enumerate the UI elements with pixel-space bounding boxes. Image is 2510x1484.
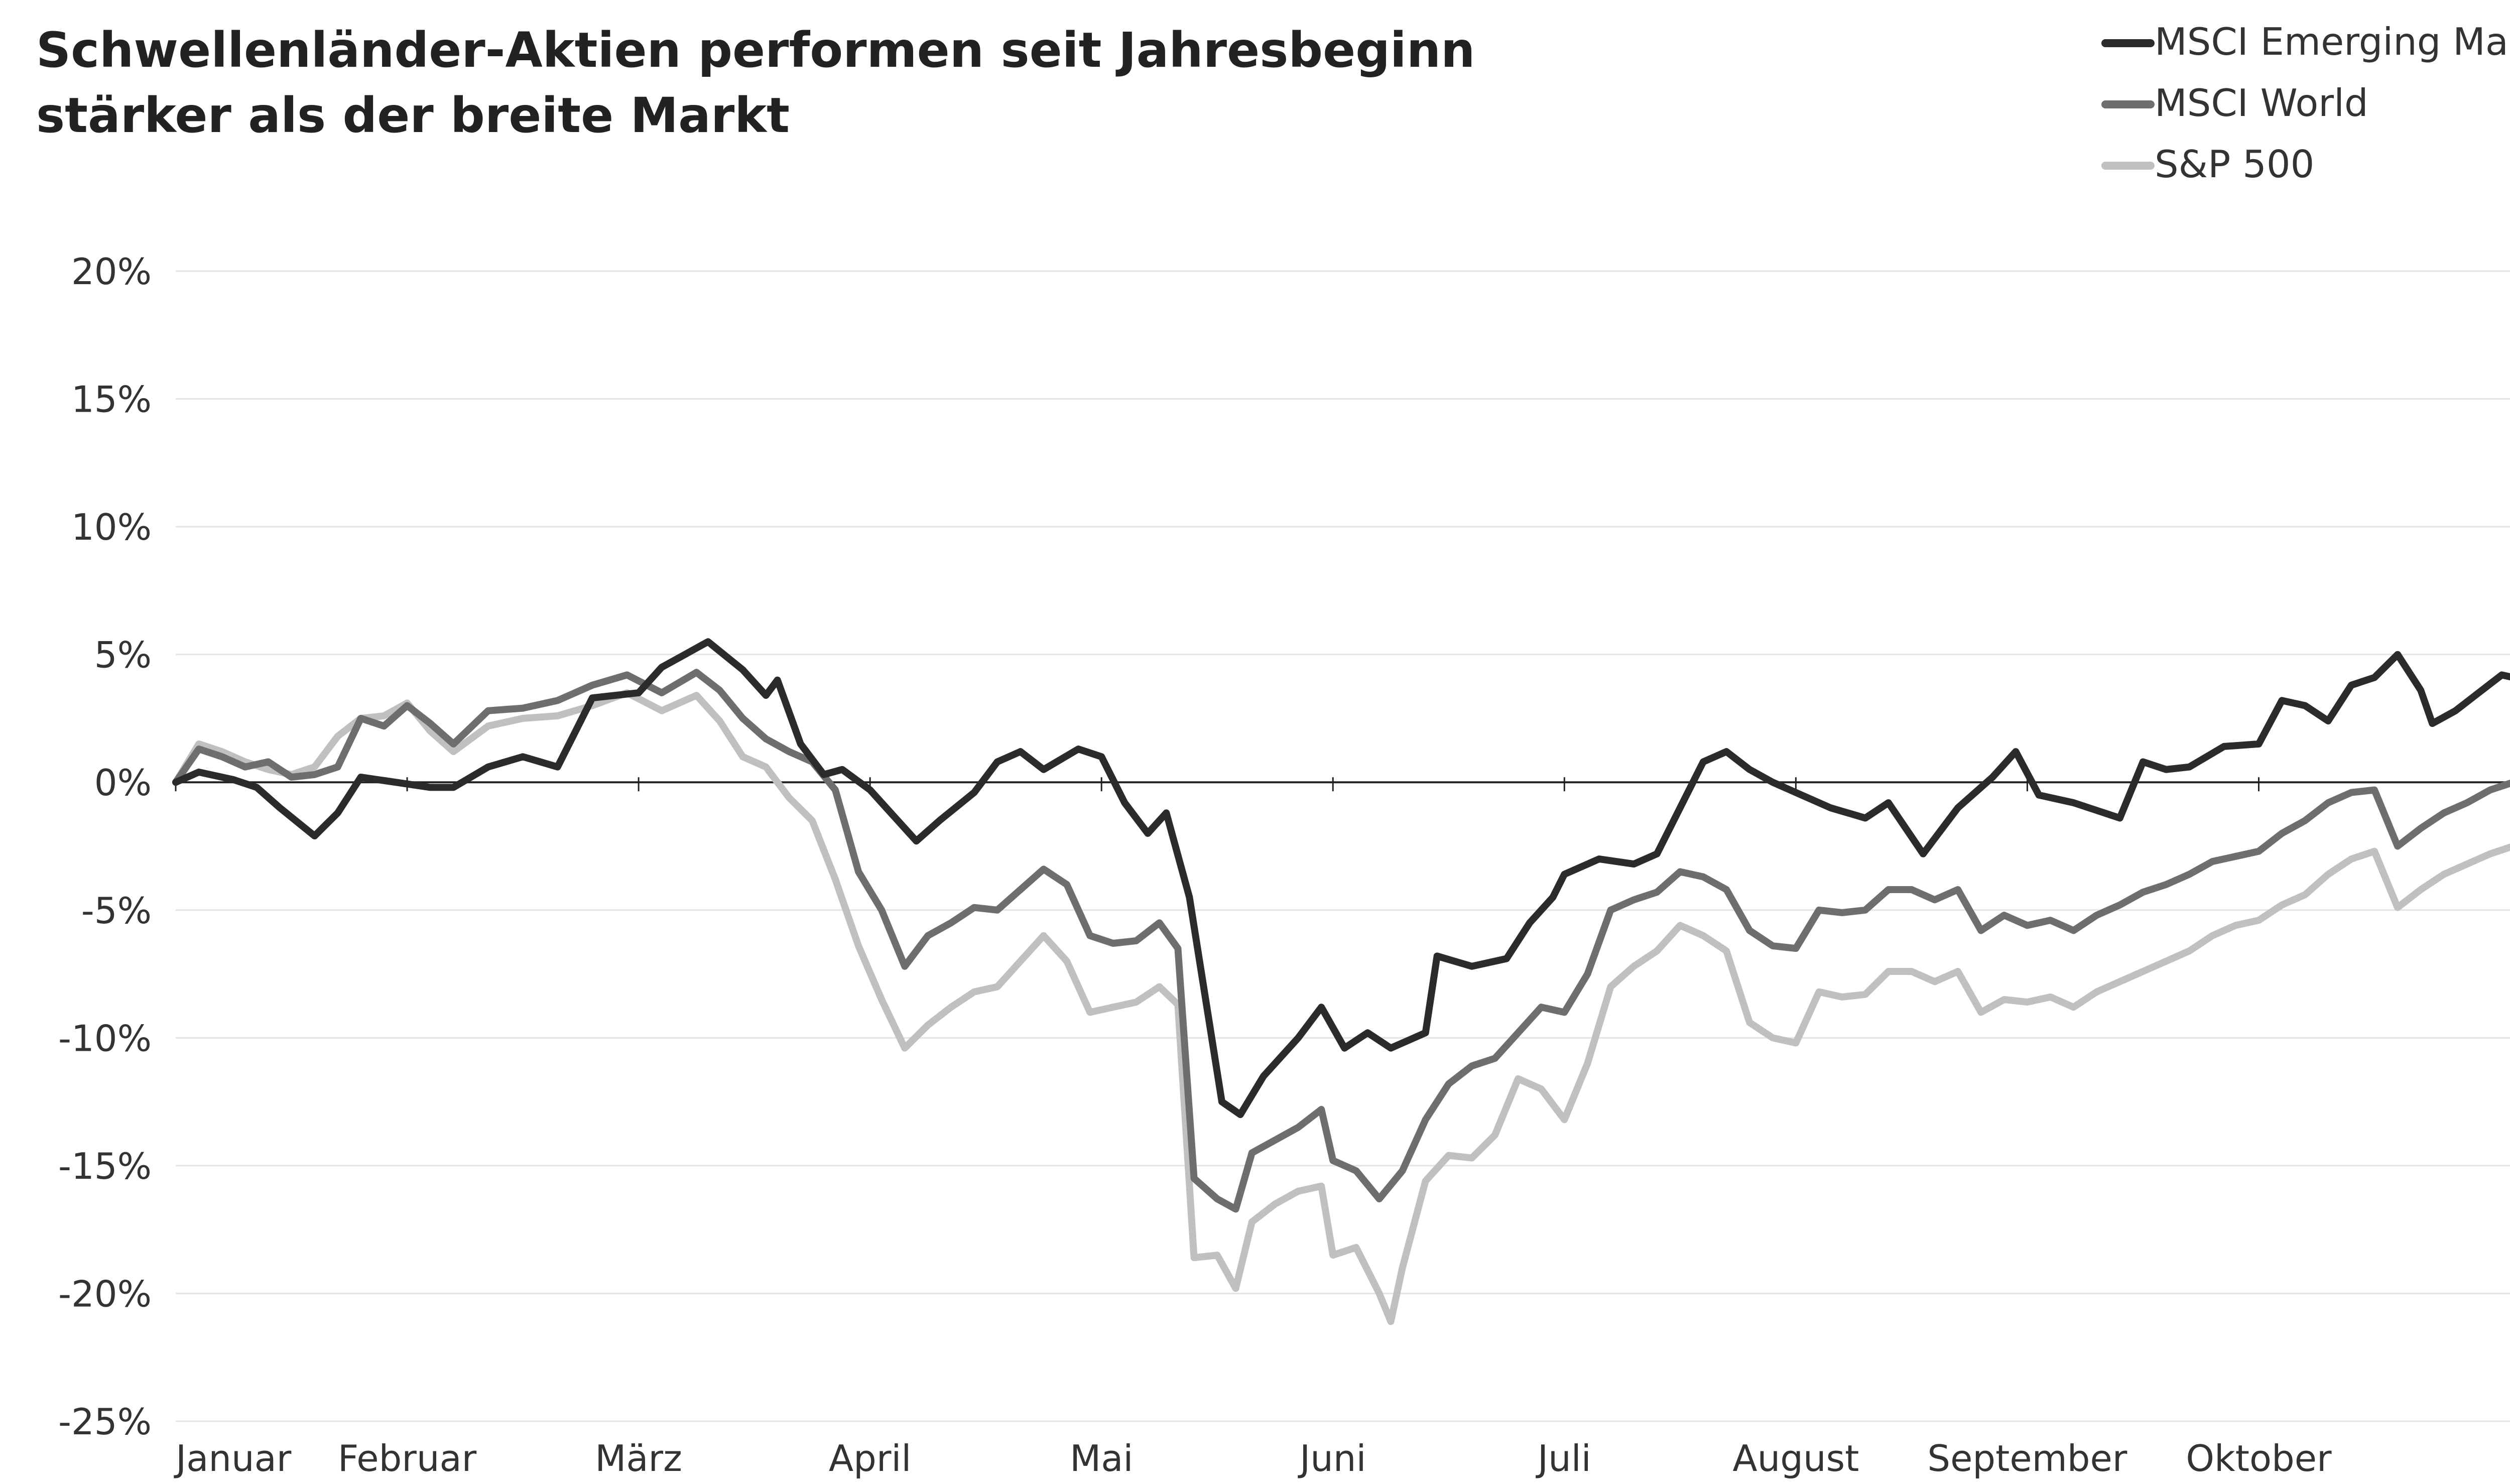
x-tick-label: Juli [1536, 1437, 1591, 1479]
series-line-sp-500 [172, 689, 2510, 1325]
legend-label-sp-500: S&P 500 [2155, 142, 2315, 186]
legend-label-msci-world: MSCI World [2155, 81, 2368, 125]
x-tick-label: Mai [1070, 1437, 1133, 1479]
y-tick-label: -5% [81, 890, 152, 932]
y-tick-label: 15% [71, 379, 152, 421]
x-tick-label: Oktober [2186, 1437, 2332, 1479]
chart-subtitle: stärker als der breite Markt [36, 87, 790, 144]
y-tick-label: -25% [58, 1401, 152, 1443]
x-tick-label: Januar [174, 1437, 292, 1479]
y-tick-label: 0% [94, 762, 152, 804]
series-line-msci-emerging-markets [172, 638, 2510, 1119]
x-tick-label: August [1732, 1437, 1859, 1479]
legend-swatch-sp-500 [2101, 162, 2155, 170]
x-tick-label: September [1927, 1437, 2127, 1479]
legend-swatch-msci-world [2101, 100, 2155, 108]
y-tick-label: -10% [58, 1017, 152, 1059]
y-tick-label: -15% [58, 1145, 152, 1187]
y-tick-label: 20% [71, 251, 152, 293]
x-tick-label: April [829, 1437, 912, 1479]
legend-swatch-msci-emerging-markets [2101, 39, 2155, 47]
y-tick-label: -20% [58, 1273, 152, 1315]
series-lines [172, 638, 2510, 1325]
x-tick-label: Februar [338, 1437, 477, 1479]
y-tick-label: 10% [71, 506, 152, 548]
gridlines [175, 270, 2510, 1422]
series-line-msci-world [172, 669, 2510, 1213]
y-tick-label: 5% [94, 634, 152, 676]
x-axis-tick-labels: Januar Februar März April Mai Juni Juli August S… [174, 1437, 2332, 1479]
chart-title: Schwellenländer-Aktien performen seit Ja… [36, 22, 1475, 78]
legend-label-msci-emerging-markets: MSCI Emerging Markets [2155, 20, 2510, 64]
x-tick-label: Juni [1298, 1437, 1366, 1479]
y-axis-tick-labels: 20% 15% 10% 5% 0% -5% -10% -15% -20% -25% [58, 251, 152, 1443]
x-tick-label: März [595, 1437, 682, 1479]
